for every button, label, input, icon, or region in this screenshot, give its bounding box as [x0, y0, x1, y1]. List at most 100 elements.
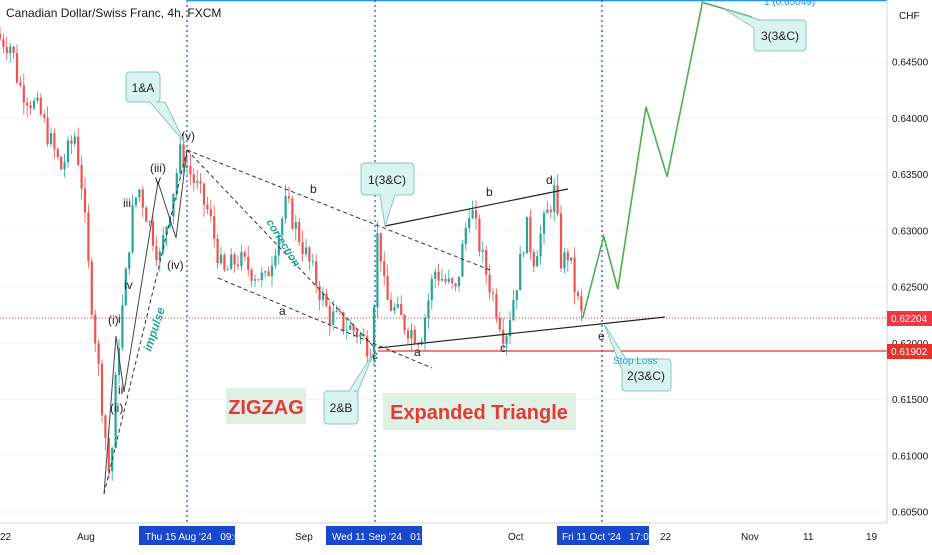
- candle-body: [308, 247, 311, 262]
- candle-body: [158, 251, 161, 261]
- candle-body: [532, 252, 535, 267]
- price-tick-label: 0.62500: [892, 283, 929, 294]
- candle-body: [400, 303, 403, 316]
- wave-label-iii: iii: [123, 196, 131, 210]
- candle-body: [553, 185, 556, 212]
- candle-body: [94, 314, 97, 344]
- impulse-trendline: [103, 149, 188, 495]
- callout-1a[interactable]: 1&A: [125, 71, 186, 144]
- candle-body: [529, 216, 532, 253]
- wave-label-ii-paren: (ii): [110, 401, 123, 415]
- fib-target-label: 1 (0.65049): [764, 0, 815, 8]
- candle-body: [502, 329, 505, 344]
- candle-body: [19, 82, 22, 86]
- candle-body: [345, 329, 348, 331]
- candle-body: [60, 156, 63, 170]
- candle-body: [447, 278, 450, 282]
- callout-3-3c[interactable]: 3(3&C): [723, 8, 807, 52]
- candle-body: [274, 255, 277, 266]
- price-tick-label: 0.64000: [892, 114, 929, 125]
- wave-label-i-paren: (i): [108, 313, 119, 327]
- candle-body: [563, 252, 566, 269]
- candle-body: [0, 33, 2, 40]
- candle-body: [243, 252, 246, 257]
- candle-body: [46, 117, 49, 145]
- callout-1-3c-bubble: [360, 162, 415, 227]
- candle-body: [451, 278, 454, 284]
- wave-label-iv: iv: [124, 278, 133, 292]
- time-tick-oct: Oct: [508, 532, 524, 543]
- currency-label: CHF: [899, 11, 920, 22]
- candle-body: [355, 330, 359, 337]
- candle-body: [549, 209, 552, 212]
- wave-label-i: i: [118, 312, 121, 326]
- candle-body: [410, 329, 413, 339]
- time-tick-aug: Aug: [77, 532, 95, 543]
- candle-body: [444, 279, 447, 282]
- candle-body: [223, 254, 226, 270]
- time-tick-22: 22: [0, 532, 12, 543]
- candle-body: [43, 114, 46, 118]
- candle-body: [138, 189, 141, 198]
- candle-body: [464, 227, 467, 244]
- wave-labels: (v) (iii) v iii (iv) (i) i iv ii (ii) a …: [108, 129, 605, 415]
- candle-body: [461, 243, 464, 277]
- candle-body: [26, 102, 29, 106]
- candle-body: [240, 252, 243, 267]
- candle-body: [114, 374, 117, 448]
- candle-body: [49, 133, 53, 145]
- wave-label-c-left: c: [372, 348, 378, 362]
- price-tick-label: 0.63000: [892, 226, 929, 237]
- candle-body: [570, 257, 573, 261]
- candle-body: [63, 162, 66, 170]
- candle-body: [73, 136, 76, 144]
- candle-body: [542, 213, 546, 234]
- candle-body: [56, 149, 59, 157]
- candle-body: [36, 97, 39, 101]
- wave-label-v: (v): [181, 129, 195, 143]
- candle-body: [134, 197, 138, 206]
- current-price-tag: [887, 311, 932, 326]
- candle-body: [165, 226, 168, 236]
- callout-2b-bubble: [323, 351, 375, 425]
- candle-body: [104, 415, 107, 439]
- candle-body: [162, 235, 165, 252]
- candle-body: [90, 261, 93, 315]
- correction-upper-line: [186, 149, 491, 271]
- candle-body: [185, 165, 189, 168]
- candle-body: [315, 261, 318, 286]
- time-tick-22b: 22: [660, 532, 672, 543]
- callout-1-3c[interactable]: 1(3&C): [360, 162, 415, 227]
- candle-body: [359, 334, 362, 337]
- candle-body: [236, 264, 240, 267]
- candle-body: [566, 252, 569, 261]
- candle-body: [301, 242, 304, 255]
- candle-body: [257, 279, 260, 281]
- candle-body: [508, 320, 512, 337]
- candle-body: [573, 257, 576, 293]
- callout-2-3c[interactable]: 2(3&C): [603, 323, 672, 392]
- callout-2b[interactable]: 2&B: [323, 351, 375, 425]
- time-tick-19: 19: [866, 532, 878, 543]
- candle-body: [352, 325, 355, 331]
- candle-body: [362, 334, 365, 337]
- price-tick-label: 0.61500: [892, 395, 929, 406]
- candle-body: [437, 271, 440, 281]
- candle-body: [342, 312, 345, 331]
- candle-body: [349, 325, 352, 330]
- candle-body: [260, 272, 263, 281]
- candle-body: [151, 221, 155, 246]
- candle-body: [321, 293, 325, 301]
- candle-body: [66, 140, 70, 163]
- candle-body: [192, 174, 195, 183]
- candle-body: [406, 330, 410, 339]
- candle-body: [87, 212, 90, 262]
- candle-body: [83, 188, 87, 213]
- triangle-label-d: d: [546, 173, 553, 187]
- correction-lower-line: [186, 149, 376, 349]
- candle-body: [505, 336, 508, 344]
- candle-body: [230, 254, 233, 270]
- price-axis[interactable]: [887, 0, 932, 550]
- candle-body: [281, 218, 284, 235]
